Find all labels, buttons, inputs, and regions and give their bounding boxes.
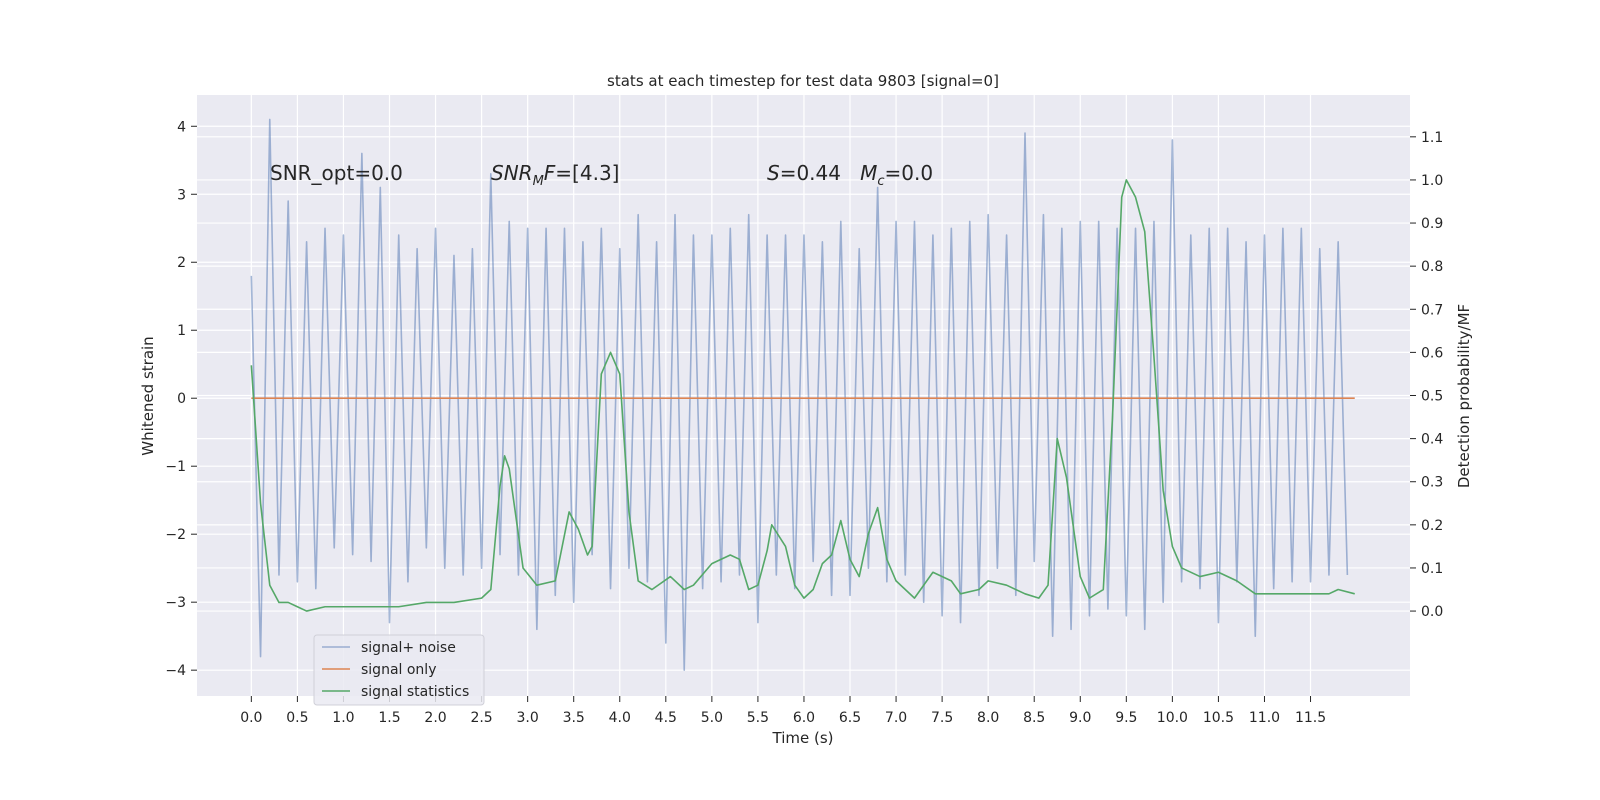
y2-tick-label: 0.1 — [1421, 561, 1443, 577]
x-tick-label: 5.0 — [701, 710, 723, 726]
annotation-part: =[4.3] — [555, 161, 619, 185]
x-tick-label: 7.5 — [931, 710, 953, 726]
annotation-part: c — [877, 174, 884, 189]
x-tick-label: 2.0 — [424, 710, 446, 726]
y2-tick-label: 0.9 — [1421, 216, 1443, 232]
y2-tick-label: 1.0 — [1421, 173, 1443, 189]
annotation-part: =0.0 — [885, 161, 934, 185]
y-tick-label: 0 — [177, 391, 186, 407]
x-tick-label: 6.0 — [793, 710, 815, 726]
y2-tick-label: 0.8 — [1421, 259, 1443, 275]
x-tick-label: 10.5 — [1203, 710, 1234, 726]
annotation-part: F — [544, 161, 556, 185]
x-tick-label: 4.0 — [609, 710, 631, 726]
annotation-part: =0.44 — [780, 161, 860, 185]
x-tick-label: 11.0 — [1249, 710, 1280, 726]
legend-label: signal statistics — [361, 684, 469, 700]
x-tick-label: 8.0 — [977, 710, 999, 726]
y-axis-label: Whitened strain — [139, 336, 157, 455]
annotation: S=0.44 Mc=0.0 — [767, 161, 933, 189]
y2-tick-label: 0.0 — [1421, 604, 1443, 620]
y-tick-label: 2 — [177, 255, 186, 271]
y2-tick-label: 0.5 — [1421, 389, 1443, 405]
annotation: SNR_opt=0.0 — [270, 161, 403, 185]
x-tick-label: 3.5 — [563, 710, 585, 726]
series-line — [250, 179, 1355, 612]
x-axis-label: Time (s) — [772, 729, 834, 747]
x-tick-label: 11.5 — [1295, 710, 1326, 726]
x-tick-label: 0.5 — [286, 710, 308, 726]
y-tick-label: −3 — [165, 595, 186, 611]
x-tick-label: 10.0 — [1157, 710, 1188, 726]
x-tick-label: 7.0 — [885, 710, 907, 726]
x-tick-label: 2.5 — [470, 710, 492, 726]
chart-title: stats at each timestep for test data 980… — [607, 72, 999, 90]
x-tick-label: 6.5 — [839, 710, 861, 726]
y2-tick-label: 0.6 — [1421, 345, 1443, 361]
y2-tick-label: 0.3 — [1421, 475, 1443, 491]
x-tick-label: 1.5 — [378, 710, 400, 726]
annotation-part: M — [860, 161, 877, 185]
y2-tick-label: 0.2 — [1421, 518, 1443, 534]
annotation-part: M — [533, 174, 544, 189]
y-tick-label: −4 — [165, 663, 186, 679]
y2-tick-label: 0.4 — [1421, 432, 1443, 448]
annotation-part: SNR — [491, 161, 533, 185]
x-tick-label: 3.0 — [517, 710, 539, 726]
x-tick-label: 5.5 — [747, 710, 769, 726]
annotation: SNRMF=[4.3] — [491, 161, 619, 189]
x-tick-label: 8.5 — [1023, 710, 1045, 726]
legend-box — [313, 634, 485, 706]
annotation-part: S — [767, 161, 780, 185]
x-tick-label: 4.5 — [655, 710, 677, 726]
x-tick-label: 9.5 — [1115, 710, 1137, 726]
series-line — [250, 118, 1349, 671]
y2-tick-label: 1.1 — [1421, 130, 1443, 146]
y-tick-label: 1 — [177, 323, 186, 339]
x-tick-label: 9.0 — [1069, 710, 1091, 726]
legend-label: signal only — [361, 662, 436, 678]
x-tick-label: 0.0 — [240, 710, 262, 726]
x-tick-label: 1.0 — [332, 710, 354, 726]
legend-label: signal+ noise — [361, 640, 456, 656]
annotation-part: SNR_opt=0.0 — [270, 161, 403, 185]
y2-tick-label: 0.7 — [1421, 302, 1443, 318]
y2-axis-label: Detection probability/MF — [1455, 304, 1473, 488]
y-tick-label: 3 — [177, 187, 186, 203]
y-tick-label: −1 — [165, 459, 186, 475]
y-tick-label: 4 — [177, 119, 186, 135]
y-tick-label: −2 — [165, 527, 186, 543]
